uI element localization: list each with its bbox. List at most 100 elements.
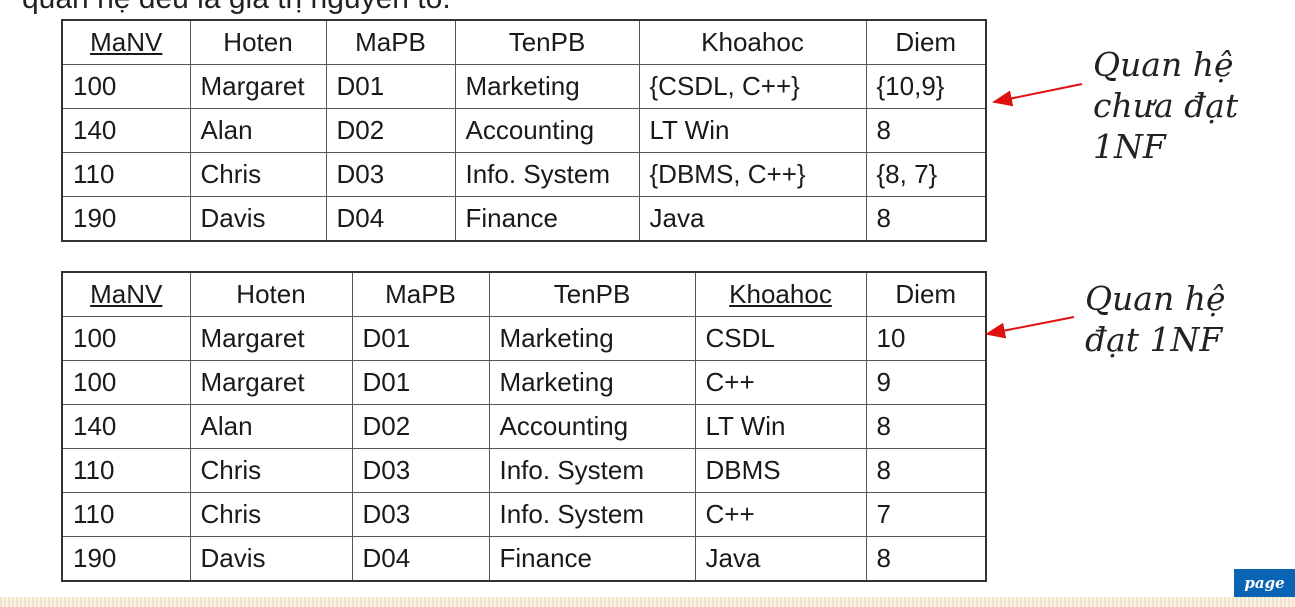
table-cell: Margaret xyxy=(189,64,327,109)
table-row: 100 Margaret D01 Marketing {CSDL, C++} {10,9} xyxy=(61,64,987,109)
table-cell: D01 xyxy=(351,316,490,361)
column-header: MaNV xyxy=(61,271,191,317)
table-cell: 140 xyxy=(61,108,191,153)
table-cell: D01 xyxy=(351,360,490,405)
arrow-to-table2 xyxy=(985,316,1075,339)
note-not-1nf: Quan hệ chưa đạt 1NF xyxy=(1093,44,1238,167)
column-header: TenPB xyxy=(488,271,696,317)
column-header-label: TenPB xyxy=(553,279,631,309)
table-cell: LT Win xyxy=(638,108,867,153)
column-header: MaPB xyxy=(351,271,490,317)
table-cell: Alan xyxy=(189,108,327,153)
table-cell: 110 xyxy=(61,492,191,537)
header-row: MaNV Hoten MaPB TenPB Khoahoc Diem xyxy=(61,19,987,65)
column-header-label: MaPB xyxy=(355,27,426,57)
column-header: Khoahoc xyxy=(638,19,867,65)
table-cell: D01 xyxy=(325,64,456,109)
note-line: Quan hệ xyxy=(1085,279,1226,318)
header-row: MaNV Hoten MaPB TenPB Khoahoc Diem xyxy=(61,271,987,317)
column-header-label: Hoten xyxy=(236,279,306,309)
table-row: 190 Davis D04 Finance Java 8 xyxy=(61,536,987,582)
table-cell: {8, 7} xyxy=(865,152,987,197)
column-header-label: Khoahoc xyxy=(701,27,804,57)
table-cell: DBMS xyxy=(694,448,867,493)
table-cell: 100 xyxy=(61,64,191,109)
table-cell: 8 xyxy=(865,196,987,242)
table-cell: 7 xyxy=(865,492,987,537)
table-cell: 10 xyxy=(865,316,987,361)
table-row: 140 Alan D02 Accounting LT Win 8 xyxy=(61,404,987,449)
table-cell: Margaret xyxy=(189,360,353,405)
table-cell: Accounting xyxy=(488,404,696,449)
table-cell: Info. System xyxy=(488,492,696,537)
table-cell: Info. System xyxy=(488,448,696,493)
table-cell: D02 xyxy=(351,404,490,449)
table-cell: D03 xyxy=(325,152,456,197)
table-row: 110 Chris D03 Info. System DBMS 8 xyxy=(61,448,987,493)
table-cell: 100 xyxy=(61,316,191,361)
table-cell: {CSDL, C++} xyxy=(638,64,867,109)
table-cell: Finance xyxy=(488,536,696,582)
column-header-label: Khoahoc xyxy=(729,279,832,309)
column-header-label: MaNV xyxy=(90,279,163,309)
table-cell: Davis xyxy=(189,536,353,582)
table-cell: Chris xyxy=(189,492,353,537)
column-header: MaPB xyxy=(325,19,456,65)
table-cell: 100 xyxy=(61,360,191,405)
table-cell: Java xyxy=(694,536,867,582)
column-header-label: MaNV xyxy=(90,27,163,57)
table-row: 100 Margaret D01 Marketing C++ 9 xyxy=(61,360,987,405)
table-cell: Chris xyxy=(189,152,327,197)
note-line: 1NF xyxy=(1093,127,1166,166)
column-header: TenPB xyxy=(454,19,640,65)
table-cell: 8 xyxy=(865,536,987,582)
table-cell: 8 xyxy=(865,404,987,449)
column-header-label: Diem xyxy=(895,279,957,309)
column-header: MaNV xyxy=(61,19,191,65)
table-cell: {DBMS, C++} xyxy=(638,152,867,197)
note-line: chưa đạt xyxy=(1093,86,1239,125)
table-cell: 8 xyxy=(865,448,987,493)
arrow-to-table1 xyxy=(992,83,1083,107)
table-cell: 110 xyxy=(61,152,191,197)
table-cell: Finance xyxy=(454,196,640,242)
note-line: đạt 1NF xyxy=(1085,320,1223,359)
column-header-label: Hoten xyxy=(223,27,293,57)
column-header: Hoten xyxy=(189,19,327,65)
table-cell: D03 xyxy=(351,448,490,493)
column-header-label: Diem xyxy=(895,27,957,57)
table-cell: 140 xyxy=(61,404,191,449)
table-cell: C++ xyxy=(694,360,867,405)
table-cell: Marketing xyxy=(488,360,696,405)
table-cell: 190 xyxy=(61,196,191,242)
unnormalized-relation-table: MaNV Hoten MaPB TenPB Khoahoc Diem 100 Margare… xyxy=(61,19,987,242)
column-header-label: MaPB xyxy=(385,279,456,309)
table-cell: 110 xyxy=(61,448,191,493)
column-header: Diem xyxy=(865,19,987,65)
table-cell: {10,9} xyxy=(865,64,987,109)
table-cell: Marketing xyxy=(488,316,696,361)
table-cell: D02 xyxy=(325,108,456,153)
table-cell: D04 xyxy=(351,536,490,582)
table-cell: Margaret xyxy=(189,316,353,361)
table-cell: Accounting xyxy=(454,108,640,153)
table-cell: Alan xyxy=(189,404,353,449)
column-header-label: TenPB xyxy=(508,27,586,57)
table-row: 110 Chris D03 Info. System {DBMS, C++} {8, 7} xyxy=(61,152,987,197)
footer-strip xyxy=(0,597,1295,607)
table-cell: Davis xyxy=(189,196,327,242)
table-cell: D03 xyxy=(351,492,490,537)
table-cell: LT Win xyxy=(694,404,867,449)
table-cell: D04 xyxy=(325,196,456,242)
1nf-relation-table: MaNV Hoten MaPB TenPB Khoahoc Diem 100 Margare… xyxy=(61,271,987,582)
table-row: 100 Margaret D01 Marketing CSDL 10 xyxy=(61,316,987,361)
page-badge[interactable]: page xyxy=(1234,569,1295,597)
column-header: Diem xyxy=(865,271,987,317)
column-header: Khoahoc xyxy=(694,271,867,317)
table-cell: Info. System xyxy=(454,152,640,197)
table-cell: C++ xyxy=(694,492,867,537)
table-cell: 8 xyxy=(865,108,987,153)
table-row: 190 Davis D04 Finance Java 8 xyxy=(61,196,987,242)
table-row: 140 Alan D02 Accounting LT Win 8 xyxy=(61,108,987,153)
note-is-1nf: Quan hệ đạt 1NF xyxy=(1085,278,1226,360)
